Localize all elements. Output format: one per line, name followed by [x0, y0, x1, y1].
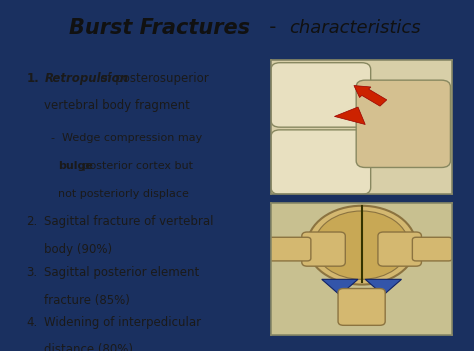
Text: 3.: 3. — [26, 266, 37, 279]
Text: not posteriorly displace: not posteriorly displace — [58, 188, 189, 199]
Text: 1.: 1. — [26, 72, 39, 85]
Polygon shape — [365, 279, 401, 295]
Text: bulge: bulge — [58, 161, 93, 171]
Text: of posterosuperior: of posterosuperior — [45, 72, 209, 85]
Circle shape — [314, 211, 409, 279]
Text: distance (80%): distance (80%) — [45, 343, 133, 351]
Text: characteristics: characteristics — [289, 19, 421, 37]
Text: posterior cortex but: posterior cortex but — [58, 161, 193, 171]
Circle shape — [307, 206, 416, 285]
Polygon shape — [322, 279, 358, 295]
Text: Sagittal posterior element: Sagittal posterior element — [45, 266, 200, 279]
Text: 2.: 2. — [26, 215, 37, 228]
Text: -: - — [263, 18, 283, 37]
FancyBboxPatch shape — [271, 130, 371, 194]
Text: fracture (85%): fracture (85%) — [45, 294, 130, 307]
Text: body (90%): body (90%) — [45, 243, 112, 256]
Text: Retropulsion: Retropulsion — [45, 72, 128, 85]
FancyBboxPatch shape — [378, 232, 421, 266]
FancyBboxPatch shape — [302, 232, 345, 266]
Text: vertebral body fragment: vertebral body fragment — [45, 99, 190, 112]
FancyArrow shape — [354, 86, 387, 106]
Text: 4.: 4. — [26, 316, 37, 329]
Text: -  Wedge compression may: - Wedge compression may — [51, 133, 202, 143]
Text: Widening of interpedicular: Widening of interpedicular — [45, 316, 201, 329]
Text: Burst Fractures: Burst Fractures — [69, 18, 250, 38]
FancyBboxPatch shape — [338, 289, 385, 325]
Text: Sagittal fracture of vertebral: Sagittal fracture of vertebral — [45, 215, 214, 228]
FancyBboxPatch shape — [267, 237, 311, 261]
FancyBboxPatch shape — [412, 237, 452, 261]
FancyBboxPatch shape — [356, 80, 450, 167]
FancyBboxPatch shape — [271, 63, 371, 127]
Polygon shape — [335, 107, 365, 125]
